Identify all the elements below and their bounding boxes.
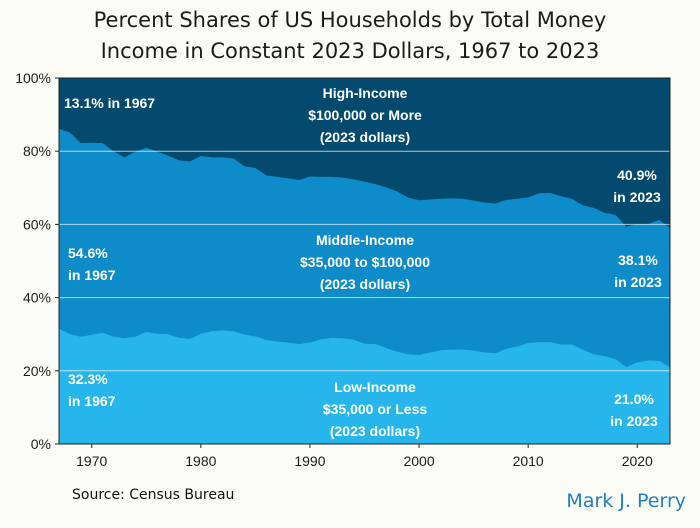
- y-tick-label: 40%: [23, 290, 51, 306]
- plot-frame: [58, 77, 671, 445]
- area-low-income: [59, 328, 670, 444]
- y-tick-label: 80%: [23, 143, 51, 159]
- x-tick-label: 2010: [513, 453, 544, 469]
- label-middle-income: Middle-Income $35,000 to $100,000 (2023 do…: [300, 232, 430, 292]
- y-tick-label: 100%: [15, 70, 51, 86]
- label-low-income: Low-Income $35,000 or Less (2023 dollars): [323, 379, 428, 439]
- label-middle-2023: 38.1% in 2023: [614, 252, 662, 290]
- source-note: Source: Census Bureau: [72, 487, 235, 503]
- chart-title-line2: Income in Constant 2023 Dollars, 1967 to…: [100, 39, 600, 63]
- chart-title-line1: Percent Shares of US Households by Total…: [93, 8, 607, 32]
- x-tick-label: 1980: [185, 453, 216, 469]
- y-tick-label: 60%: [23, 216, 51, 232]
- label-low-1967: 32.3% in 1967: [68, 371, 116, 409]
- label-middle-1967: 54.6% in 1967: [68, 245, 116, 283]
- y-tick-label: 20%: [23, 363, 51, 379]
- label-high-income: High-Income $100,000 or More (2023 dollars…: [308, 85, 422, 145]
- x-tick-label: 1970: [76, 453, 107, 469]
- author-credit: Mark J. Perry: [566, 490, 686, 512]
- label-low-2023: 21.0% in 2023: [610, 391, 658, 429]
- x-tick-label: 1990: [294, 453, 325, 469]
- x-tick-label: 2020: [622, 453, 653, 469]
- y-tick-label: 0%: [31, 436, 51, 452]
- label-high-1967: 13.1% in 1967: [64, 95, 155, 111]
- label-high-2023: 40.9% in 2023: [613, 167, 661, 205]
- x-tick-label: 2000: [403, 453, 434, 469]
